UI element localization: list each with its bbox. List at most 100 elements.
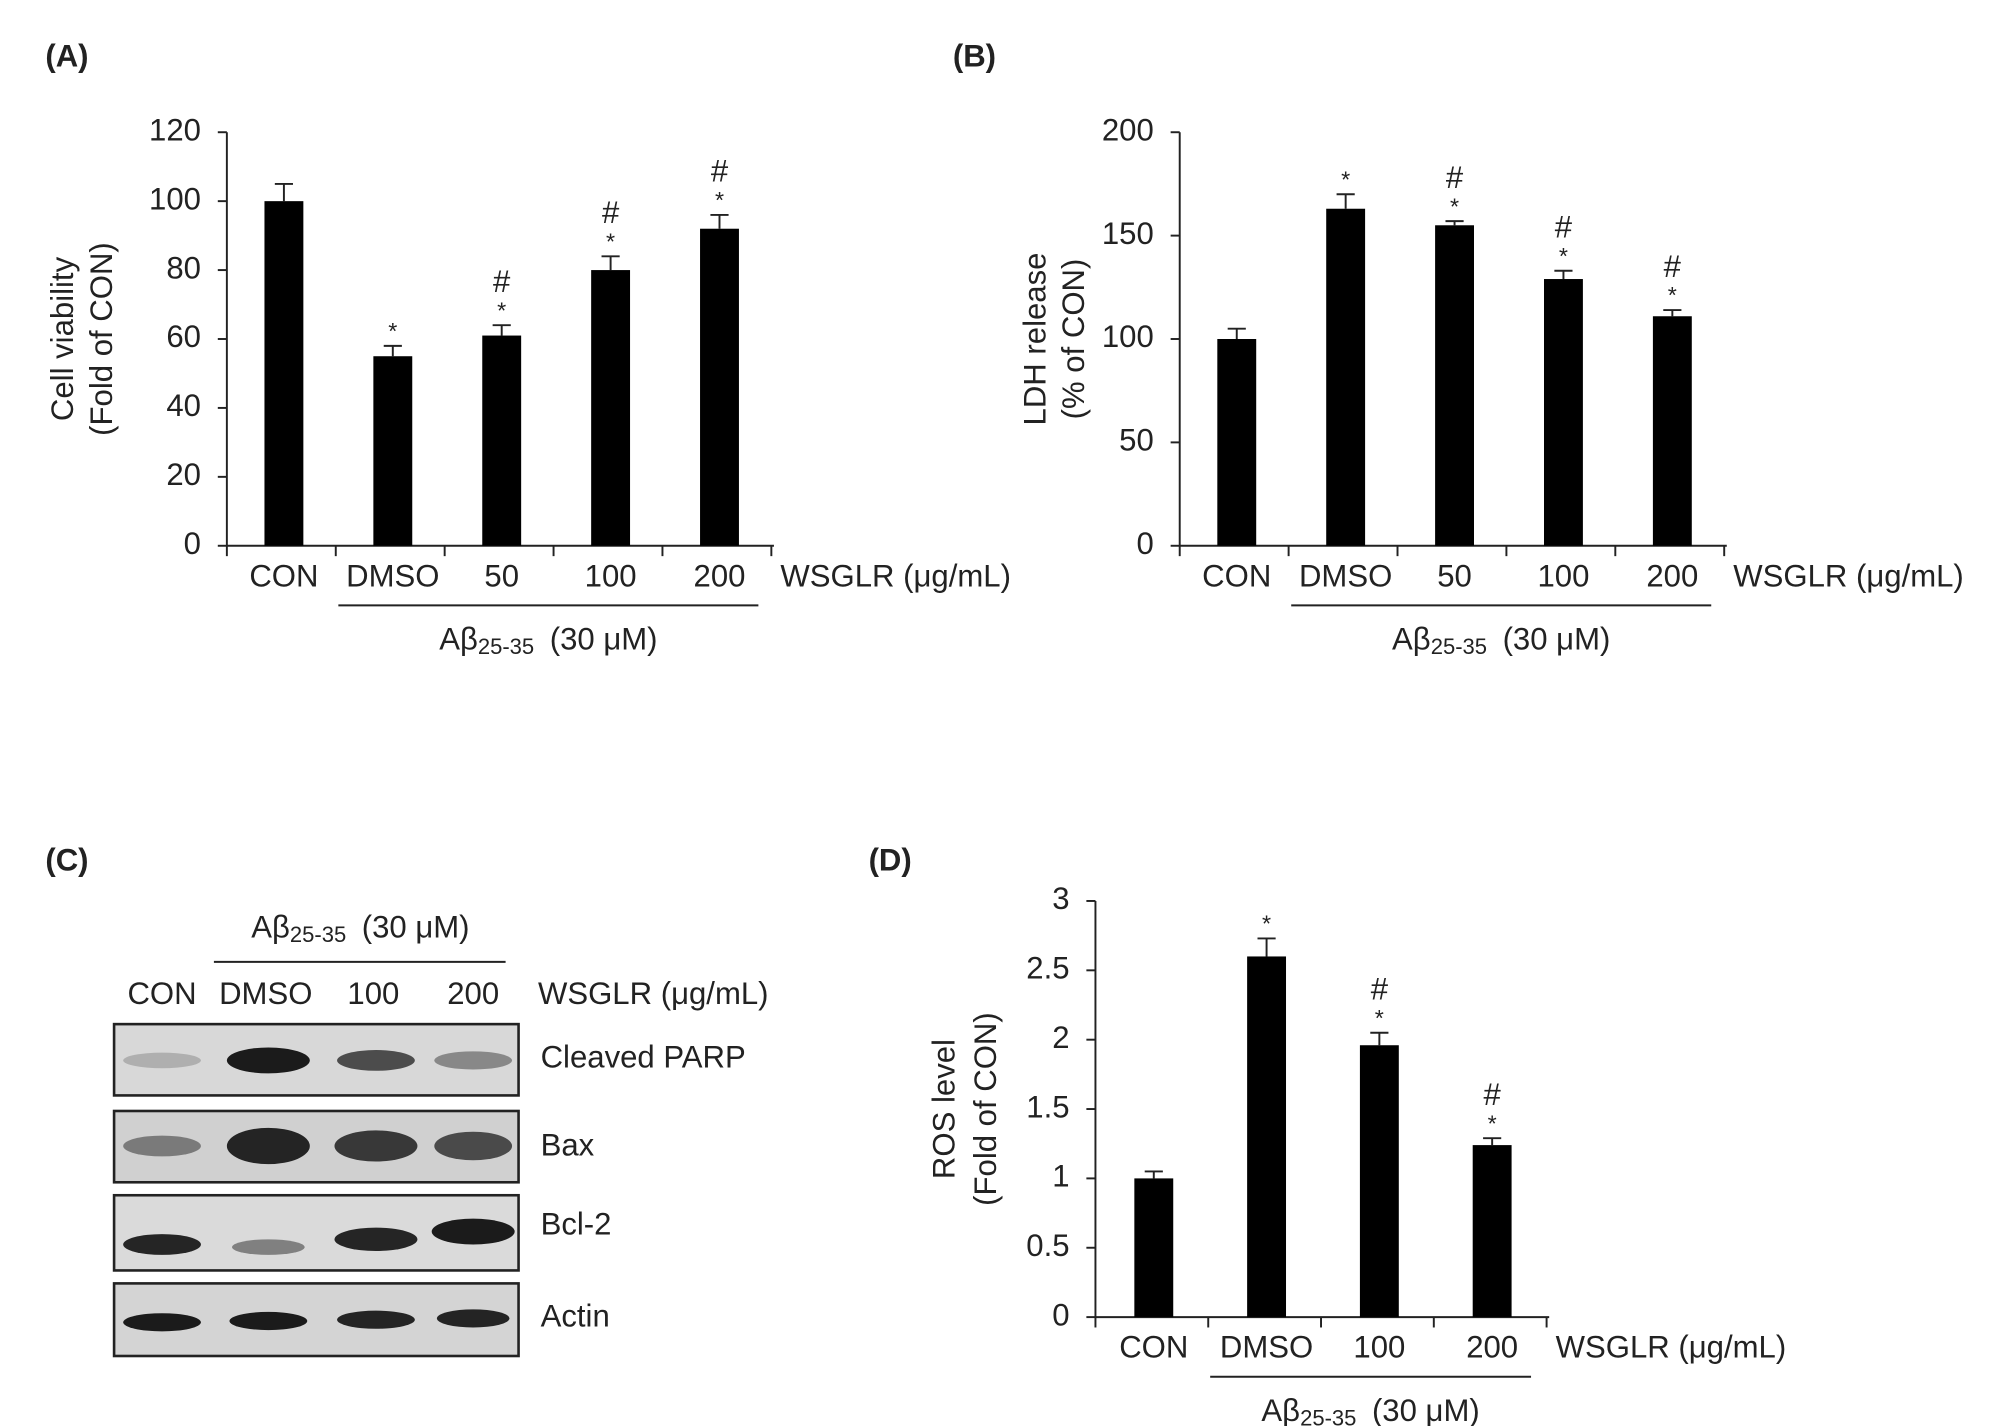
y-tick-label: 60 xyxy=(166,319,201,354)
bar xyxy=(1359,1045,1399,1318)
bar xyxy=(700,228,739,546)
bar xyxy=(1326,208,1366,546)
y-tick-label: 0 xyxy=(1136,526,1153,561)
band xyxy=(431,1218,515,1245)
significance-mark: # xyxy=(1664,249,1682,284)
y-tick-label: 0.5 xyxy=(1026,1228,1069,1263)
lane-label: 100 xyxy=(347,976,399,1011)
band xyxy=(229,1311,308,1331)
band xyxy=(434,1131,513,1161)
panel-label: (C) xyxy=(45,842,88,877)
significance-mark: # xyxy=(711,154,729,189)
x-tick-label: 100 xyxy=(1353,1330,1405,1365)
y-axis-title: (Fold of CON) xyxy=(84,242,119,436)
y-tick-label: 200 xyxy=(1102,112,1154,147)
y-axis-title: (% of CON) xyxy=(1056,259,1091,420)
significance-mark: * xyxy=(1668,282,1677,308)
x-axis-title: WSGLR (μg/mL) xyxy=(780,558,1011,593)
significance-mark: # xyxy=(1446,160,1464,195)
y-tick-label: 120 xyxy=(149,112,201,147)
bar xyxy=(1217,338,1257,546)
group-label-sub: 25-35 xyxy=(1300,1405,1356,1426)
blot-xlabel: WSGLR (μg/mL) xyxy=(538,976,769,1011)
y-tick-label: 50 xyxy=(1119,423,1154,458)
y-tick-label: 20 xyxy=(166,457,201,492)
lane-label: CON xyxy=(127,976,196,1011)
y-tick-label: 0 xyxy=(1052,1297,1069,1332)
y-tick-label: 100 xyxy=(1102,319,1154,354)
significance-mark: * xyxy=(606,228,615,254)
group-label-rest: (30 μM) xyxy=(1372,1393,1480,1426)
band xyxy=(123,1313,201,1332)
band xyxy=(334,1227,418,1251)
y-tick-label: 3 xyxy=(1052,881,1069,916)
bar xyxy=(1134,1178,1174,1318)
blot-membranes xyxy=(112,1022,520,1358)
bar xyxy=(373,356,413,546)
band xyxy=(123,1234,201,1255)
significance-mark: * xyxy=(1488,1110,1497,1136)
x-tick-label: DMSO xyxy=(346,558,439,593)
y-tick-label: 40 xyxy=(166,388,201,423)
membrane xyxy=(112,1022,520,1097)
group-label-sub: 25-35 xyxy=(478,634,534,659)
significance-mark: * xyxy=(1559,243,1568,269)
group-label-sub: 25-35 xyxy=(1431,634,1487,659)
x-tick-label: 200 xyxy=(1646,558,1698,593)
significance-mark: # xyxy=(1371,971,1389,1006)
y-axis-title: Cell viability xyxy=(45,256,80,421)
y-tick-label: 0 xyxy=(184,526,201,561)
bar xyxy=(1247,956,1287,1318)
significance-mark: * xyxy=(1262,911,1271,937)
group-label: Aβ25-35 (30 μM) xyxy=(251,910,469,947)
blot-bands xyxy=(123,1047,515,1332)
band xyxy=(123,1135,201,1157)
significance-mark: # xyxy=(1555,210,1573,245)
y-tick-label: 2.5 xyxy=(1026,951,1069,986)
significance-mark: # xyxy=(493,264,511,299)
band xyxy=(434,1051,513,1070)
y-tick-label: 80 xyxy=(166,250,201,285)
x-tick-label: 200 xyxy=(694,558,746,593)
y-tick-label: 150 xyxy=(1102,216,1154,251)
band xyxy=(337,1310,415,1329)
significance-mark: * xyxy=(715,187,724,213)
panel-label: (A) xyxy=(45,39,88,74)
group-label-sub: 25-35 xyxy=(290,922,346,947)
lane-label: DMSO xyxy=(219,976,312,1011)
group-label-rest: (30 μM) xyxy=(550,622,658,657)
significance-mark: * xyxy=(1375,1005,1384,1031)
x-tick-label: DMSO xyxy=(1220,1330,1313,1365)
lane-label: 200 xyxy=(447,976,499,1011)
x-tick-label: 50 xyxy=(484,558,519,593)
x-tick-label: CON xyxy=(1119,1330,1188,1365)
y-tick-label: 1.5 xyxy=(1026,1089,1069,1124)
group-label: Aβ25-35 (30 μM) xyxy=(439,622,657,659)
bar xyxy=(1652,316,1692,546)
y-axis-title: (Fold of CON) xyxy=(968,1012,1003,1206)
y-tick-label: 2 xyxy=(1052,1020,1069,1055)
significance-mark: # xyxy=(602,195,620,230)
significance-mark: * xyxy=(388,318,397,344)
significance-mark: * xyxy=(1450,193,1459,219)
band xyxy=(334,1130,418,1162)
x-tick-label: DMSO xyxy=(1299,558,1392,593)
bar xyxy=(1472,1145,1512,1318)
x-tick-label: 200 xyxy=(1466,1330,1518,1365)
band xyxy=(226,1127,310,1165)
x-tick-label: 50 xyxy=(1437,558,1472,593)
group-label: Aβ25-35 (30 μM) xyxy=(1261,1393,1479,1426)
significance-mark: * xyxy=(497,297,506,323)
significance-mark: # xyxy=(1483,1077,1501,1112)
group-label-main: Aβ xyxy=(1261,1393,1300,1426)
y-tick-label: 100 xyxy=(149,181,201,216)
x-tick-label: CON xyxy=(249,558,318,593)
row-label: Bax xyxy=(541,1128,595,1163)
significance-mark: * xyxy=(1341,166,1350,192)
group-label-rest: (30 μM) xyxy=(362,910,470,945)
x-tick-label: 100 xyxy=(585,558,637,593)
group-label-main: Aβ xyxy=(1392,622,1431,657)
group-label-main: Aβ xyxy=(251,910,290,945)
